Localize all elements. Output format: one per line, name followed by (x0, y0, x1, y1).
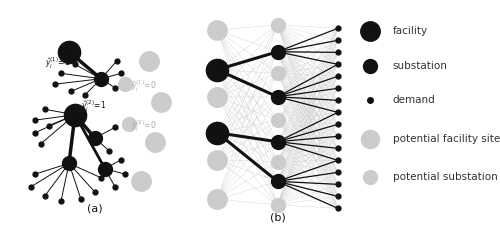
Text: facility: facility (392, 27, 428, 36)
Text: $\hat{y}_i^{(1)}\!=\!1$: $\hat{y}_i^{(1)}\!=\!1$ (45, 55, 70, 71)
Text: substation: substation (392, 61, 448, 71)
Text: $\tilde{y}_i^{(1)}\!=\!0$: $\tilde{y}_i^{(1)}\!=\!0$ (131, 79, 157, 94)
Text: $\tilde{y}_i^{(2)}\!=\!0$: $\tilde{y}_i^{(2)}\!=\!0$ (131, 118, 157, 134)
Text: potential substation site: potential substation site (392, 172, 500, 182)
Text: potential facility site: potential facility site (392, 134, 500, 144)
Text: demand: demand (392, 95, 436, 105)
Text: (a): (a) (87, 204, 103, 214)
Text: (b): (b) (270, 213, 285, 223)
Text: $\hat{y}_i^{(2)}\!=\!1$: $\hat{y}_i^{(2)}\!=\!1$ (81, 98, 106, 114)
